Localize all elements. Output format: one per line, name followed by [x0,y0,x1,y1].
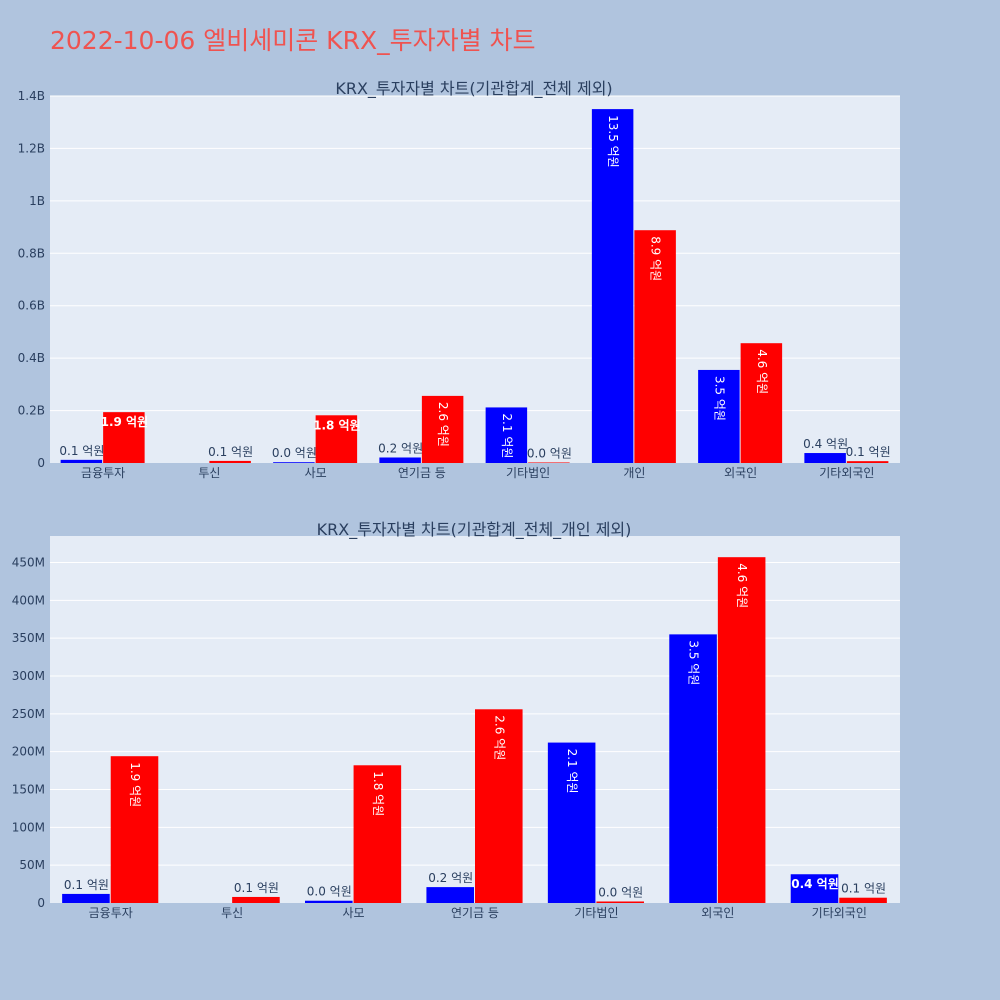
bottom-x-tick-label: 연기금 등 [451,906,499,920]
top-bar-buy [60,459,103,463]
bottom-x-tick-label: 사모 [343,906,365,920]
top-bar-sell [209,460,251,463]
top-bar-sell [846,461,889,463]
bottom-bar-label: 1.8 억원 [371,771,385,816]
bottom-y-tick-label: 250M [12,707,45,721]
top-bar-buy [379,457,421,463]
bottom-bar-sell [475,709,523,903]
bottom-bar-buy [547,742,596,903]
top-bar-label: 4.6 억원 [755,349,769,394]
top-y-tick-label: 0.6B [18,299,45,313]
top-bar-label: 0.1 억원 [208,445,253,459]
top-bar-label: 0.4 억원 [803,437,848,451]
top-x-tick-label: 투신 [198,466,220,480]
top-bar-label: 1.9 억원 [101,415,149,429]
bottom-bar-label: 0.2 억원 [428,871,473,885]
top-y-tick-label: 1.2B [18,141,45,155]
bottom-bar-label: 0.4 억원 [791,877,839,891]
top-y-tick-label: 0.8B [18,246,45,260]
bottom-y-tick-label: 100M [12,820,45,834]
top-bar-buy [485,407,528,463]
bottom-y-tick-label: 400M [12,593,45,607]
top-bar-sell [421,395,464,463]
bottom-bar-sell [596,901,644,903]
top-y-tick-label: 0.4B [18,351,45,365]
top-bar-sell [528,462,570,463]
bottom-y-tick-label: 150M [12,782,45,796]
bottom-bar-label: 0.1 억원 [841,882,886,896]
chart-top-title: KRX_투자자별 차트(기관합계_전체 제외) [335,79,612,99]
top-bar-buy [804,453,846,463]
top-y-tick-label: 0.2B [18,404,45,418]
top-x-tick-label: 금융투자 [81,466,125,480]
top-bar-label: 0.1 억원 [59,444,104,458]
bottom-bar-label: 0.0 억원 [598,885,643,899]
top-bar-buy [591,109,634,463]
bottom-bar-buy [426,887,474,903]
top-bar-label: 0.0 억원 [272,446,317,460]
top-bar-sell [634,230,676,463]
bottom-x-tick-label: 기타법인 [574,906,618,920]
top-bar-label: 8.9 억원 [649,236,663,281]
top-x-tick-label: 개인 [623,466,645,480]
bottom-bar-buy [62,893,110,903]
top-bar-label: 0.0 억원 [527,446,572,460]
bottom-bar-label: 0.0 억원 [307,885,352,899]
top-y-tick-label: 0 [37,456,45,470]
top-x-tick-label: 기타법인 [506,466,550,480]
bottom-bar-sell [839,897,887,903]
chart-bottom-title: KRX_투자자별 차트(기관합계_전체_개인 제외) [317,520,632,540]
top-bar-label: 2.1 억원 [500,413,514,458]
top-bar-label: 1.8 억원 [313,418,361,432]
top-bar-label: 13.5 억원 [606,115,620,168]
bottom-bar-label: 0.1 억원 [64,878,109,892]
bottom-bar-buy [305,900,353,903]
top-bar-sell [740,343,783,463]
top-bar-label: 2.6 억원 [436,402,450,447]
bottom-bar-label: 3.5 억원 [687,640,701,685]
chart-bottom: 0 50M 100M 150M 200M 250M 300M 350M 400M 450M 금융투자… [12,520,900,920]
top-x-tick-label: 연기금 등 [398,466,446,480]
top-x-tick-label: 외국인 [724,466,757,480]
top-y-tick-label: 1.4B [18,89,45,103]
bottom-bar-label: 2.1 억원 [565,749,579,794]
bottom-y-tick-label: 450M [12,555,45,569]
bottom-y-tick-label: 200M [12,745,45,759]
bottom-bar-label: 0.1 억원 [234,881,279,895]
bottom-bar-label: 4.6 억원 [735,563,749,608]
bottom-bar-sell [110,756,159,903]
bottom-y-tick-label: 0 [37,896,45,910]
bottom-x-tick-label: 기타외국인 [812,906,867,920]
top-bar-buy [273,462,315,463]
bottom-y-tick-label: 300M [12,669,45,683]
bottom-x-tick-label: 외국인 [701,906,734,920]
bottom-x-tick-label: 투신 [221,906,243,920]
chart-top: 0 0.2B 0.4B 0.6B 0.8B 1B 1.2B 1.4B 금융투자 0.1 억원 1.9… [18,79,900,480]
top-x-tick-label: 사모 [305,466,327,480]
top-bar-sell [315,415,358,463]
top-x-tick-label: 기타외국인 [819,466,874,480]
bottom-bar-sell [353,765,402,903]
bottom-y-tick-label: 350M [12,631,45,645]
top-bar-label: 3.5 억원 [712,376,726,421]
top-bar-label: 0.2 억원 [378,441,423,455]
top-bar-sell [103,412,145,463]
bottom-bar-sell [232,896,280,903]
page-title: 2022-10-06 엘비세미콘 KRX_투자자별 차트 [50,26,536,55]
bottom-bar-buy [669,634,717,903]
top-bar-buy [698,369,740,463]
bottom-x-tick-label: 금융투자 [89,906,133,920]
bottom-bar-label: 1.9 억원 [128,762,142,807]
top-bar-label: 0.1 억원 [846,445,891,459]
bottom-bar-buy [790,874,839,903]
top-y-tick-label: 1B [29,194,45,208]
bottom-y-tick-label: 50M [19,858,45,872]
bottom-bar-label: 2.6 억원 [492,715,506,760]
bottom-bar-sell [717,557,766,903]
